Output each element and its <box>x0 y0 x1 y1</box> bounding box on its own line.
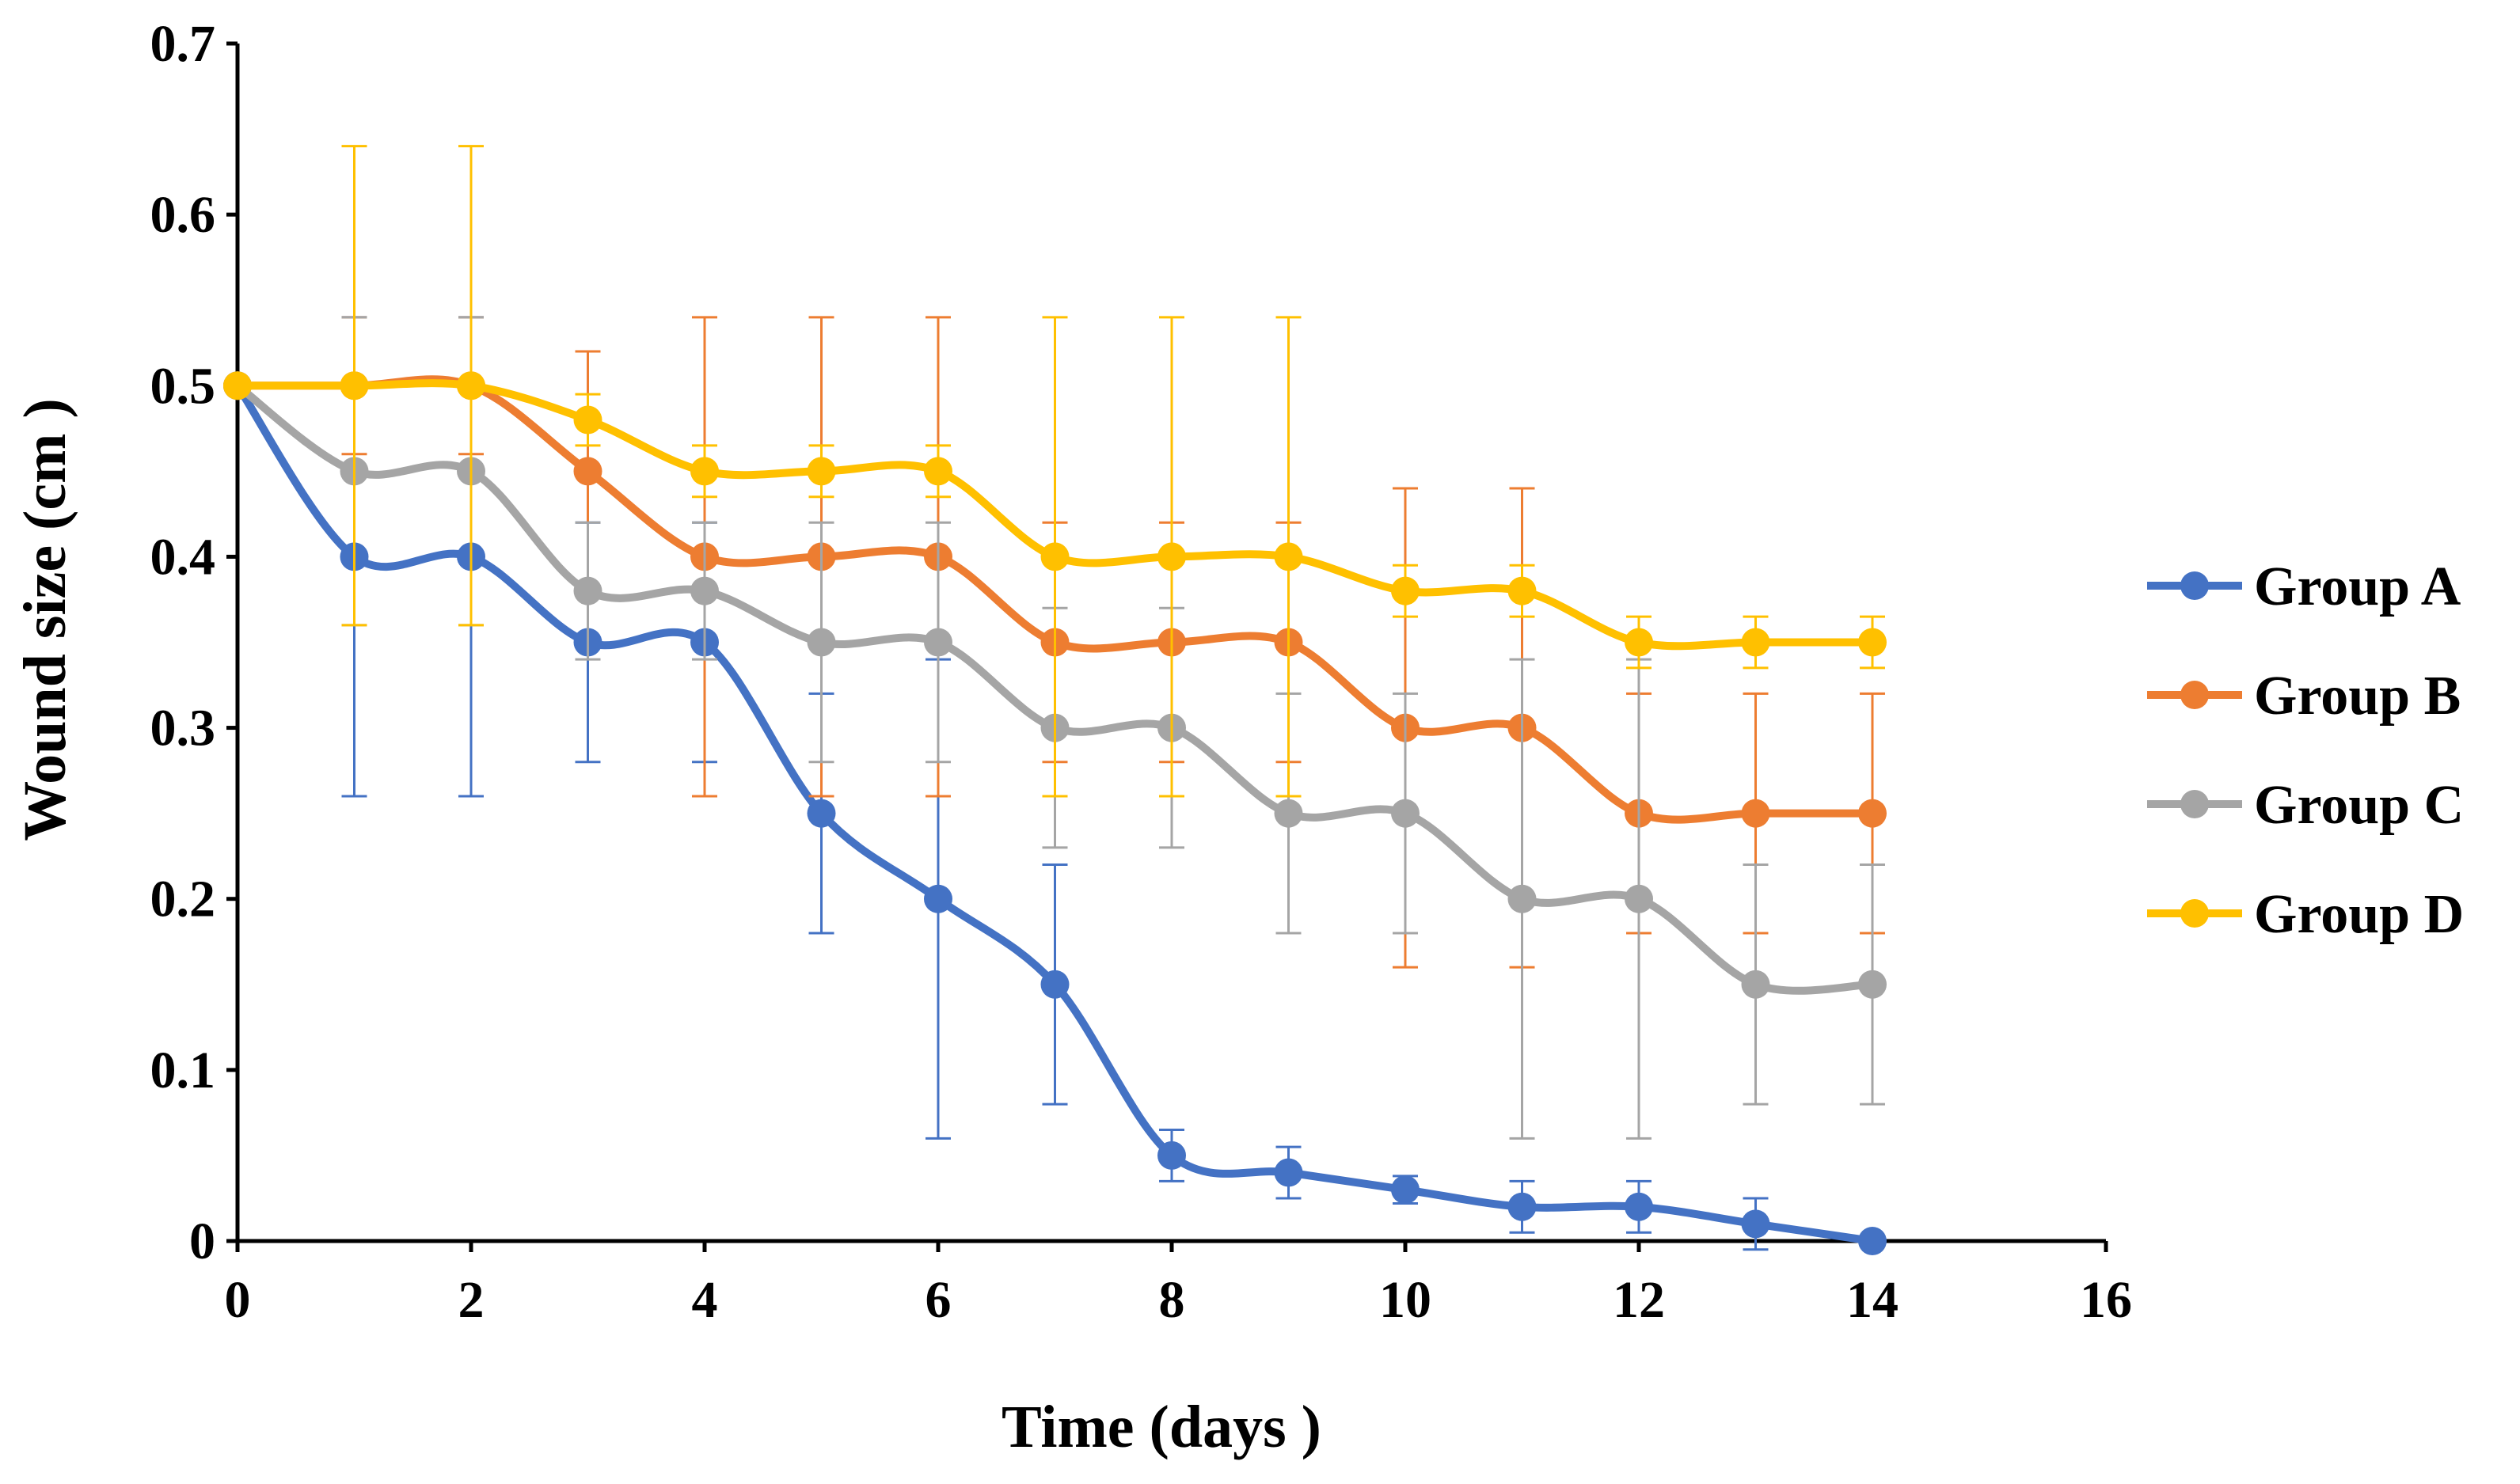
y-tick-label: 0.3 <box>150 700 216 757</box>
x-tick-label: 12 <box>1613 1271 1665 1329</box>
data-point-group-d <box>1625 628 1653 657</box>
y-tick-label: 0.4 <box>150 528 216 586</box>
data-point-group-d <box>924 457 952 486</box>
axes: 0 0.1 0.2 0.3 0.4 0.5 0.6 0.7 0 2 4 6 8 10 12 14 16 <box>150 15 2133 1329</box>
y-axis-title: Wound size (cm ) <box>12 398 78 841</box>
x-axis-title: Time (days ) <box>1002 1394 1321 1460</box>
series-group-c <box>223 316 1887 1140</box>
legend-item-group-d: Group D <box>2147 884 2464 945</box>
data-point-group-a <box>1741 1209 1770 1239</box>
data-point-group-c <box>1625 884 1653 913</box>
y-tick-label: 0.5 <box>150 357 216 415</box>
y-tick-label: 0.6 <box>150 186 216 244</box>
data-point-group-d <box>807 457 836 486</box>
data-point-group-d <box>690 457 719 486</box>
data-point-group-a <box>1040 970 1070 999</box>
legend-label: Group C <box>2254 775 2464 836</box>
data-point-group-c <box>1741 970 1770 999</box>
legend-label: Group B <box>2254 666 2461 727</box>
data-point-group-c <box>1391 799 1420 828</box>
x-tick-label: 0 <box>225 1271 251 1329</box>
data-point-group-d <box>223 371 252 400</box>
data-point-group-d <box>1040 542 1070 571</box>
data-point-group-a <box>1274 1158 1303 1187</box>
legend: Group A Group B Group C Group D <box>2147 556 2464 945</box>
y-tick-label: 0.7 <box>150 15 216 73</box>
data-point-group-d <box>1741 628 1770 657</box>
data-point-group-a <box>807 799 836 828</box>
data-point-group-d <box>340 371 369 400</box>
data-point-group-d <box>1157 542 1186 571</box>
x-tick-label: 4 <box>692 1271 718 1329</box>
legend-label: Group A <box>2254 556 2461 617</box>
legend-swatch-marker <box>2180 790 2209 818</box>
data-point-group-b <box>1741 799 1770 828</box>
data-point-group-c <box>1507 884 1537 913</box>
x-tick-label: 2 <box>458 1271 485 1329</box>
data-point-group-b <box>1858 799 1887 828</box>
legend-swatch-marker <box>2180 571 2209 600</box>
legend-swatch-marker <box>2180 681 2209 709</box>
data-point-group-c <box>807 628 836 657</box>
legend-label: Group D <box>2254 884 2464 945</box>
x-tick-label: 16 <box>2080 1271 2132 1329</box>
data-point-group-d <box>1391 576 1420 605</box>
data-point-group-d <box>1858 628 1887 657</box>
data-point-group-a <box>1157 1141 1186 1170</box>
series-group-d <box>223 145 1887 798</box>
data-point-group-d <box>1274 542 1303 571</box>
data-point-group-a <box>1391 1175 1420 1205</box>
data-point-group-d <box>457 371 485 400</box>
legend-item-group-b: Group B <box>2147 666 2461 727</box>
data-point-group-a <box>1858 1227 1887 1255</box>
data-point-group-d <box>1507 576 1537 605</box>
y-tick-label: 0 <box>189 1213 215 1270</box>
data-point-group-c <box>1858 970 1887 999</box>
y-tick-label: 0.1 <box>150 1042 216 1099</box>
data-point-group-c <box>924 628 952 657</box>
data-point-group-c <box>690 576 719 605</box>
series-layer <box>223 145 1887 1255</box>
data-point-group-a <box>1507 1192 1537 1221</box>
x-tick-label: 10 <box>1379 1271 1431 1329</box>
x-tick-label: 14 <box>1846 1271 1899 1329</box>
data-point-group-a <box>1625 1192 1653 1221</box>
data-point-group-c <box>573 576 602 605</box>
data-point-group-d <box>573 405 602 435</box>
y-tick-label: 0.2 <box>150 871 216 928</box>
x-tick-label: 6 <box>926 1271 952 1329</box>
data-point-group-a <box>924 884 952 913</box>
x-tick-label: 8 <box>1159 1271 1185 1329</box>
legend-item-group-c: Group C <box>2147 775 2464 836</box>
data-point-group-b <box>573 457 602 486</box>
legend-item-group-a: Group A <box>2147 556 2461 617</box>
legend-swatch-marker <box>2180 899 2209 928</box>
series-line-group-a <box>234 383 1873 1245</box>
data-point-group-c <box>1274 799 1303 828</box>
